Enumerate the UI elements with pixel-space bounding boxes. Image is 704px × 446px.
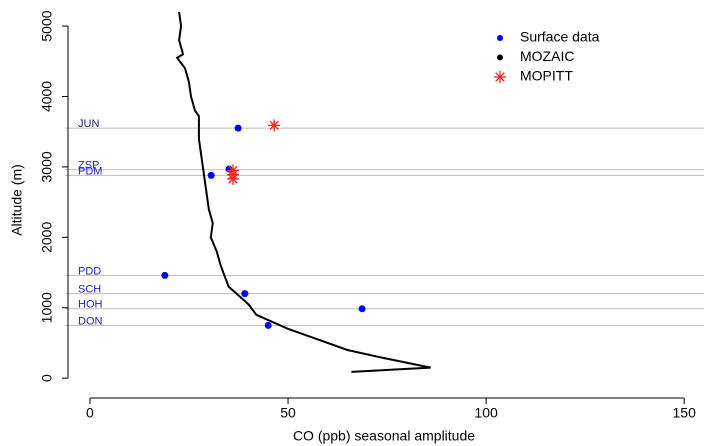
point (241, 290, 249, 298)
station-label: PDM (78, 165, 102, 177)
star-point (268, 119, 281, 132)
station-label: ZSP (78, 160, 99, 172)
station-label: HOH (78, 299, 103, 311)
point (207, 171, 215, 179)
y-tick-label: 0 (39, 374, 55, 382)
x-axis-label: CO (ppb) seasonal amplitude (293, 428, 475, 444)
legend-label: MOZAIC (520, 48, 574, 64)
star-point (226, 172, 239, 185)
legend-label: Surface data (520, 29, 600, 45)
mozaic-line (175, 11, 431, 373)
y-tick-label: 2000 (39, 222, 55, 253)
legend-symbol (494, 71, 506, 83)
star-stroke (269, 120, 279, 131)
x-tick-label: 150 (673, 405, 697, 421)
x-tick-label: 0 (86, 405, 94, 421)
station-label: DON (78, 315, 103, 327)
y-tick-label: 1000 (39, 292, 55, 323)
point (234, 124, 242, 132)
y-tick-label: 4000 (39, 81, 55, 112)
star-stroke (228, 174, 238, 184)
station-label: PDD (78, 265, 101, 277)
star-stroke (495, 72, 505, 82)
x-tick-label: 100 (474, 405, 498, 421)
legend-symbol (497, 35, 503, 41)
legend-symbol (497, 54, 503, 61)
y-tick-label: 5000 (39, 10, 55, 41)
station-label: JUN (78, 118, 99, 130)
point (264, 321, 272, 329)
point (358, 305, 366, 313)
station-label: SCH (78, 284, 101, 296)
legend-label: MOPITT (520, 68, 573, 84)
point (161, 271, 169, 279)
y-tick-label: 3000 (39, 151, 55, 182)
x-tick-label: 50 (280, 405, 296, 421)
y-axis-label: Altitude (m) (9, 164, 25, 236)
